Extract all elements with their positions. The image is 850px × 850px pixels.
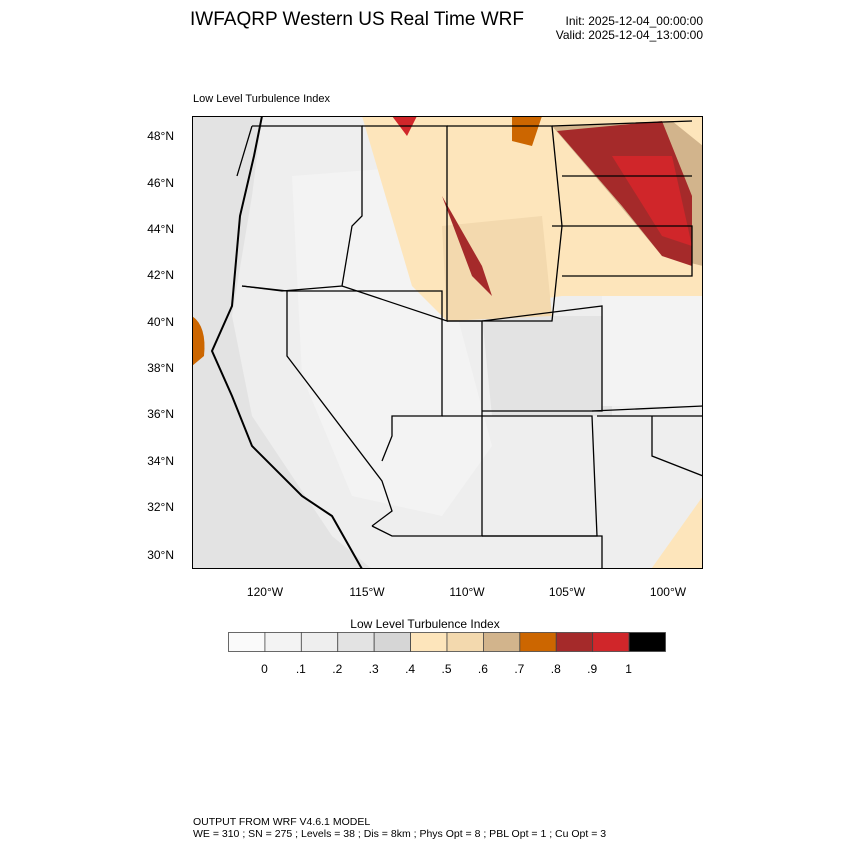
model-info: OUTPUT FROM WRF V4.6.1 MODEL WE = 310 ; … [193,816,606,840]
colorbar-swatch [228,632,266,652]
lat-label: 46°N [147,176,174,190]
colorbar-label: 1 [625,662,632,676]
lat-label: 34°N [147,454,174,468]
colorbar-swatch [446,632,484,652]
lon-label: 115°W [349,585,385,599]
colorbar-swatch [592,632,630,652]
colorbar-label: .7 [514,662,525,676]
colorbar-swatch [483,632,521,652]
colorbar-label: .6 [477,662,488,676]
map-frame [192,116,703,569]
lon-label: 110°W [449,585,485,599]
high-index-area [512,116,542,146]
valid-time: Valid: 2025-12-04_13:00:00 [555,28,703,42]
colorbar-label: .1 [295,662,306,676]
colorbar-swatch [337,632,375,652]
lat-label: 36°N [147,407,174,421]
init-time: Init: 2025-12-04_00:00:00 [565,14,703,28]
model-config: WE = 310 ; SN = 275 ; Levels = 38 ; Dis … [193,828,607,840]
lat-label: 30°N [147,548,174,562]
colorbar-label: .4 [405,662,416,676]
lon-label: 100°W [649,585,687,599]
texas-field [632,496,703,569]
high-index-area [192,316,205,366]
lat-label: 40°N [147,315,174,329]
colorbar-label: .8 [550,662,561,676]
time-info: Init: 2025-12-04_00:00:00 Valid: 2025-12… [556,14,703,42]
colorbar-title: Low Level Turbulence Index [350,617,500,631]
colorbar-swatch [264,632,302,652]
colorbar-label: .5 [441,662,452,676]
high-index-area [612,156,692,246]
lat-label: 32°N [147,500,174,514]
model-version: OUTPUT FROM WRF V4.6.1 MODEL [193,816,371,828]
colorbar-swatch [410,632,448,652]
lat-label: 44°N [147,222,174,236]
colorbar-swatch [300,632,339,652]
colorbar-swatch [373,632,411,652]
state-borders [236,120,703,569]
colorbar-label: .2 [332,662,343,676]
colorbar-label: .3 [368,662,379,676]
page-title: IWFAQRP Western US Real Time WRF [190,9,524,30]
colorbar [228,632,666,652]
lat-label: 48°N [147,129,174,143]
ocean-field [192,116,372,569]
high-index-area [442,196,492,296]
lat-label: 42°N [147,268,174,282]
lat-label: 38°N [147,361,174,375]
turbulence-map [192,116,703,569]
colorbar-swatch [555,632,594,652]
wyoming-field [442,216,552,321]
map-subtitle: Low Level Turbulence Index [193,93,330,105]
lon-label: 120°W [246,585,284,599]
lon-label: 105°W [548,585,586,599]
colorbar-label: .9 [587,662,598,676]
colorbar-label: 0 [261,662,268,676]
field-region [602,286,703,406]
coastline [210,116,363,569]
field-region [482,316,612,416]
colorbar-swatch [519,632,557,652]
colorbar-swatch [628,632,666,652]
